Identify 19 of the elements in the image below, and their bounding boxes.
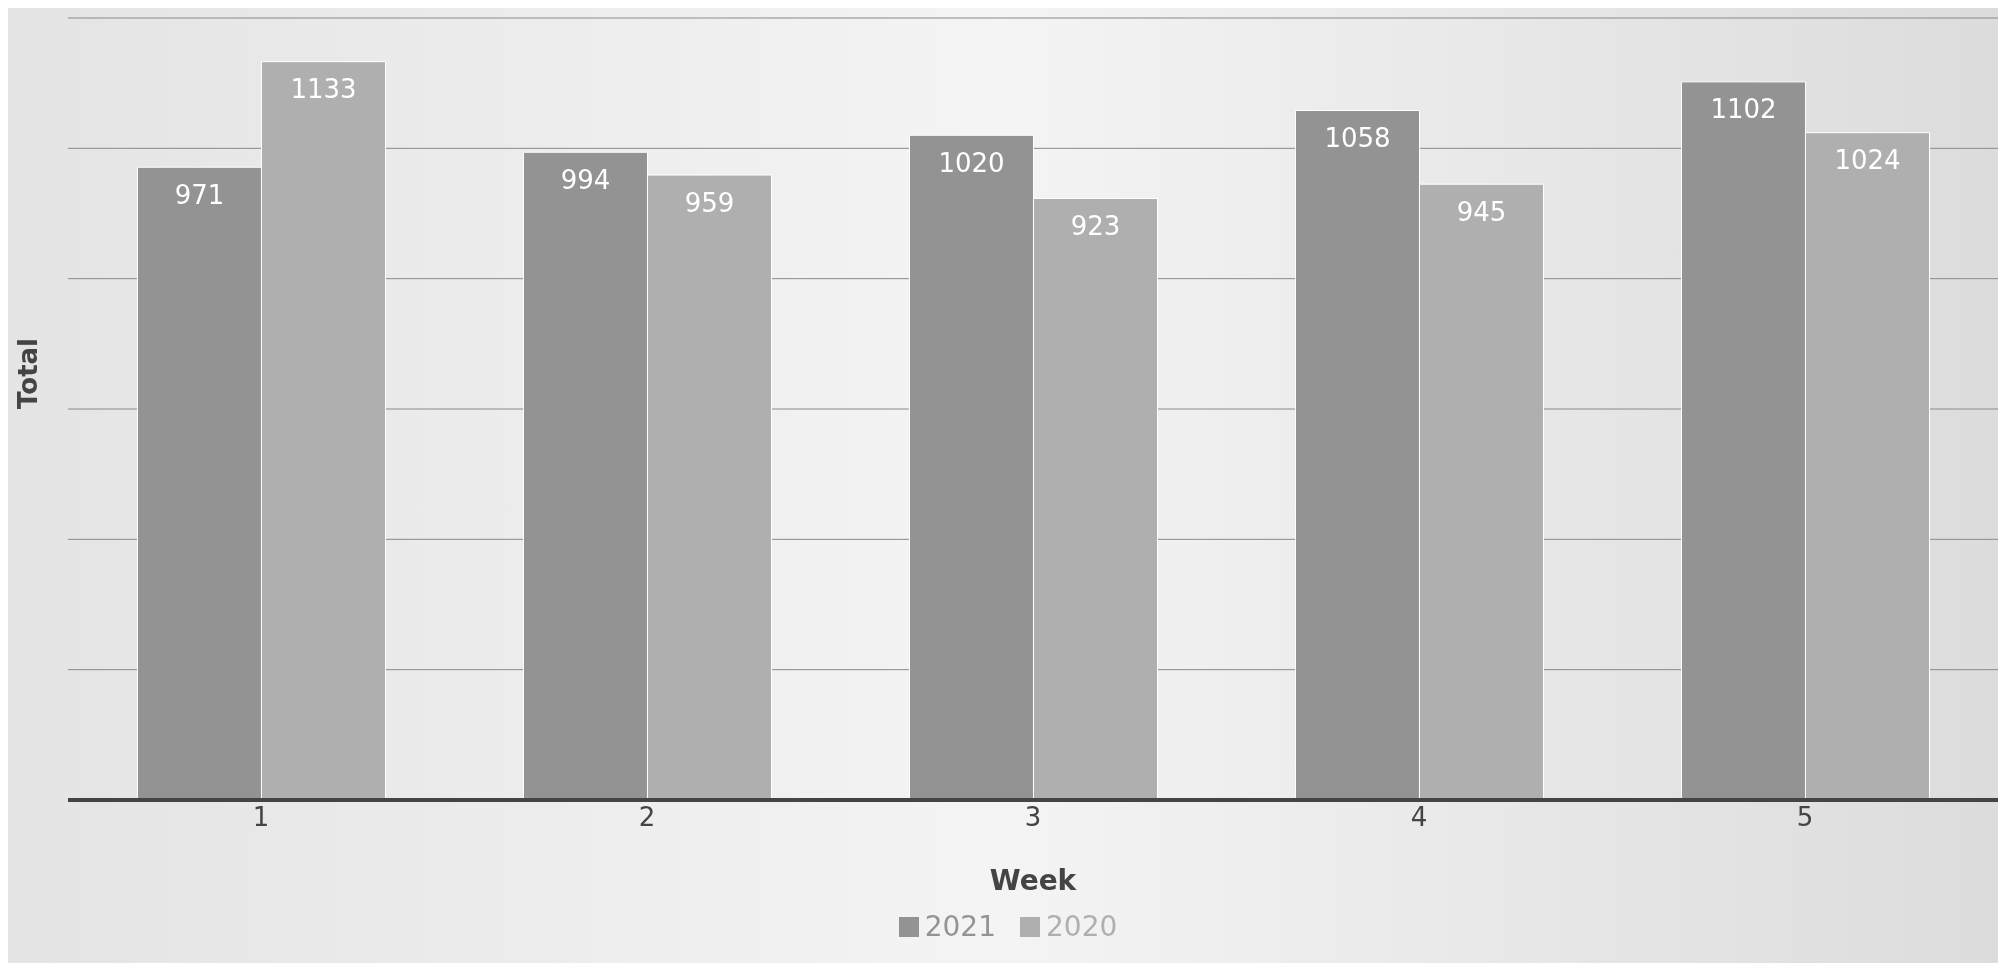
x-tick-label: 5 bbox=[1796, 802, 1814, 833]
legend-label: 2020 bbox=[1046, 910, 1118, 943]
data-label: 1024 bbox=[1834, 145, 1901, 176]
data-label: 1020 bbox=[938, 147, 1005, 178]
text: 2021 bbox=[924, 910, 996, 943]
data-label: 1102 bbox=[1710, 94, 1777, 125]
data-label: 994 bbox=[560, 164, 611, 195]
x-tick-label: 4 bbox=[1410, 802, 1428, 833]
data-label: 923 bbox=[1070, 210, 1121, 241]
x-tick-label: 2 bbox=[638, 802, 656, 833]
data-label: 1133 bbox=[290, 74, 357, 105]
x-tick-label: 1 bbox=[252, 802, 270, 833]
data-label: 945 bbox=[1456, 196, 1507, 227]
data-label: 971 bbox=[174, 179, 225, 210]
data-label: 959 bbox=[684, 187, 735, 218]
data-label: 1058 bbox=[1324, 123, 1391, 153]
x-tick-label: 3 bbox=[1024, 802, 1042, 833]
x-axis-title: Week bbox=[989, 864, 1078, 897]
y-axis-title: Total bbox=[13, 337, 44, 409]
